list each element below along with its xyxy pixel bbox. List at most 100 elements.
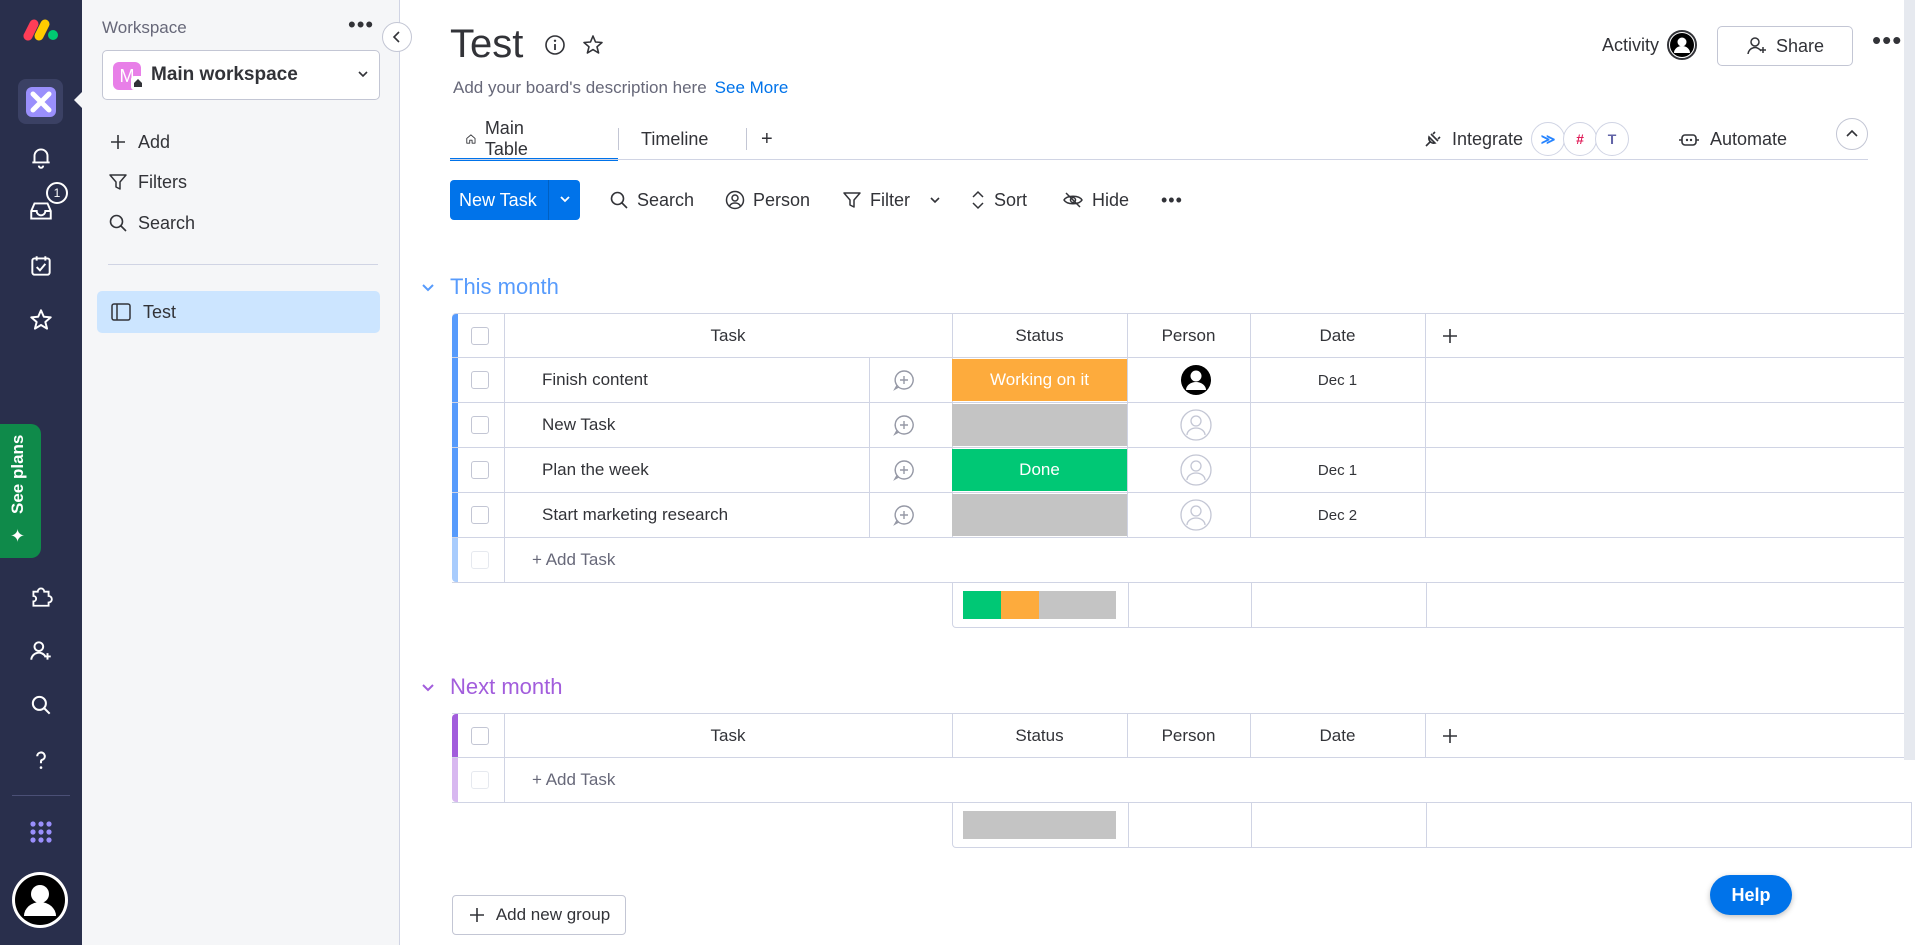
person-placeholder-icon[interactable]	[1180, 499, 1212, 531]
board-description-text: Add your board's description here	[453, 78, 707, 97]
add-view-button[interactable]: +	[761, 127, 773, 150]
add-task-input[interactable]: + Add Task	[532, 550, 616, 569]
table-row[interactable]: Start marketing research Dec 2	[452, 493, 1912, 538]
user-avatar[interactable]	[12, 872, 68, 928]
activity-button[interactable]: Activity	[1602, 30, 1698, 60]
inbox-icon[interactable]	[22, 192, 60, 230]
status-distribution-bar[interactable]	[963, 591, 1116, 619]
date-cell[interactable]	[1250, 403, 1425, 447]
add-update-icon[interactable]	[892, 403, 916, 447]
home-icon	[466, 134, 476, 144]
see-more-link[interactable]: See More	[714, 78, 789, 97]
search-icon[interactable]	[22, 686, 60, 724]
workspace-select[interactable]: M Main workspace	[102, 50, 380, 100]
table-row[interactable]: Plan the week Done Dec 1	[452, 448, 1912, 493]
select-all-checkbox[interactable]	[471, 327, 489, 345]
group-next-month-header[interactable]: Next month	[420, 672, 563, 702]
workspace-more-icon[interactable]: •••	[348, 12, 375, 37]
monday-logo-icon[interactable]	[20, 16, 62, 44]
hide-button[interactable]: Hide	[1062, 180, 1129, 220]
col-header-task[interactable]: Task	[710, 325, 746, 345]
my-work-icon[interactable]	[22, 247, 60, 285]
filter-dropdown-button[interactable]	[928, 180, 950, 220]
share-button[interactable]: Share	[1717, 26, 1853, 66]
toolbar-more-icon[interactable]: •••	[1161, 189, 1183, 210]
row-checkbox[interactable]	[471, 416, 489, 434]
table-row[interactable]: New Task	[452, 403, 1912, 448]
info-icon[interactable]	[544, 34, 566, 56]
chevron-down-icon[interactable]	[558, 192, 572, 206]
col-header-date[interactable]: Date	[1319, 325, 1356, 345]
invite-members-icon[interactable]	[22, 632, 60, 670]
col-header-task[interactable]: Task	[710, 725, 746, 745]
status-cell[interactable]: Working on it	[952, 359, 1127, 401]
apps-grid-icon[interactable]	[22, 813, 60, 851]
col-header-status[interactable]: Status	[1015, 725, 1064, 745]
status-cell[interactable]	[952, 494, 1127, 536]
status-cell[interactable]: Done	[952, 449, 1127, 491]
table-row[interactable]: Finish content Working on it Dec 1	[452, 358, 1912, 403]
see-plans-button[interactable]: See plans ✦	[0, 424, 41, 558]
board-description[interactable]: Add your board's description here See Mor…	[453, 78, 788, 98]
help-question-icon[interactable]	[22, 741, 60, 779]
help-button[interactable]: Help	[1710, 875, 1792, 915]
col-header-person[interactable]: Person	[1161, 325, 1216, 345]
col-header-status[interactable]: Status	[1015, 325, 1064, 345]
select-all-checkbox[interactable]	[471, 727, 489, 745]
task-name[interactable]: Plan the week	[542, 460, 649, 479]
summary-done-segment	[963, 591, 1001, 619]
status-cell[interactable]	[952, 404, 1127, 446]
collapse-header-button[interactable]	[1836, 118, 1868, 150]
sidebar-search[interactable]: Search	[108, 208, 195, 238]
board-title[interactable]: Test	[450, 22, 524, 66]
add-column-button[interactable]	[1425, 714, 1475, 757]
search-button[interactable]: Search	[609, 180, 694, 220]
notifications-bell-icon[interactable]	[22, 138, 60, 176]
automate-button[interactable]: Automate	[1678, 118, 1787, 160]
collapse-sidebar-button[interactable]	[382, 22, 412, 52]
person-avatar[interactable]	[1180, 364, 1212, 396]
status-distribution-bar[interactable]	[963, 811, 1116, 839]
sort-button[interactable]: Sort	[970, 180, 1027, 220]
col-header-date[interactable]: Date	[1319, 725, 1356, 745]
add-task-row[interactable]: + Add Task	[452, 758, 1912, 803]
apps-puzzle-icon[interactable]	[22, 577, 60, 615]
add-task-row[interactable]: + Add Task	[452, 538, 1912, 583]
person-placeholder-icon[interactable]	[1180, 454, 1212, 486]
date-cell[interactable]: Dec 1	[1317, 371, 1358, 389]
sidebar-item-test-board[interactable]: Test	[97, 291, 380, 333]
integrate-button[interactable]: Integrate ≫ # T	[1422, 118, 1630, 160]
row-checkbox[interactable]	[471, 506, 489, 524]
board-more-icon[interactable]: •••	[1872, 25, 1903, 55]
vertical-scrollbar[interactable]	[1904, 0, 1915, 760]
add-update-icon[interactable]	[892, 448, 916, 492]
col-header-person[interactable]: Person	[1161, 725, 1216, 745]
task-name[interactable]: New Task	[542, 415, 616, 434]
add-update-icon[interactable]	[892, 358, 916, 402]
row-checkbox[interactable]	[471, 461, 489, 479]
favorite-star-icon[interactable]	[582, 34, 604, 56]
row-checkbox[interactable]	[471, 371, 489, 389]
new-task-button[interactable]: New Task	[450, 180, 580, 220]
task-name[interactable]: Start marketing research	[542, 505, 729, 524]
sidebar-add[interactable]: Add	[108, 127, 170, 157]
add-column-button[interactable]	[1425, 314, 1475, 357]
jira-icon: ≫	[1531, 122, 1566, 156]
add-update-icon[interactable]	[892, 493, 916, 537]
sidebar-filters[interactable]: Filters	[108, 167, 187, 197]
person-placeholder-icon[interactable]	[1180, 409, 1212, 441]
favorites-star-icon[interactable]	[22, 301, 60, 339]
work-management-icon[interactable]	[18, 79, 63, 124]
group-this-month-header[interactable]: This month	[420, 272, 559, 302]
task-name[interactable]: Finish content	[542, 370, 648, 389]
filter-button[interactable]: Filter	[842, 180, 910, 220]
person-filter-button[interactable]: Person	[725, 180, 810, 220]
add-new-group-button[interactable]: Add new group	[452, 895, 626, 935]
date-cell[interactable]: Dec 1	[1317, 461, 1358, 479]
tab-main-table[interactable]: Main Table	[465, 118, 536, 160]
tab-separator	[746, 128, 747, 150]
date-cell[interactable]: Dec 2	[1317, 506, 1358, 524]
add-task-input[interactable]: + Add Task	[532, 770, 616, 789]
sort-icon	[972, 190, 984, 210]
tab-timeline[interactable]: Timeline	[641, 118, 708, 160]
